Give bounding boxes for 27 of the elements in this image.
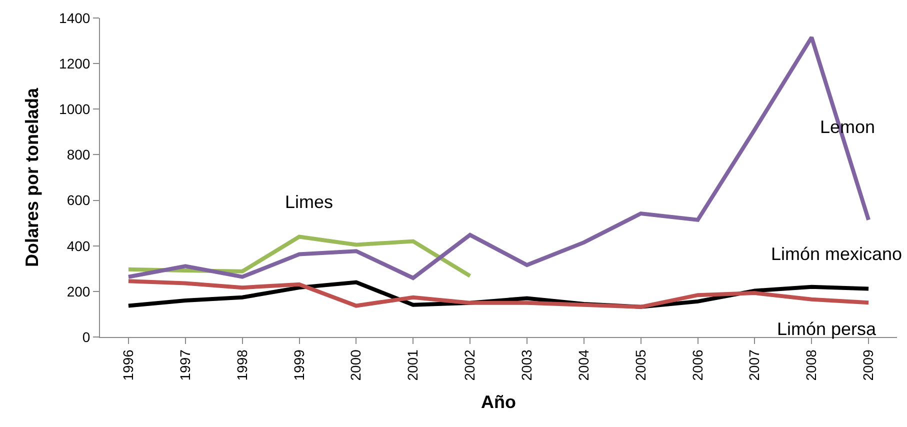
series-label: Limón mexicano: [771, 244, 902, 264]
x-tick-label: 2007: [746, 349, 762, 381]
y-tick-label: 600: [66, 192, 90, 208]
x-tick-label: 1996: [120, 349, 136, 381]
y-tick-label: 200: [66, 283, 90, 300]
x-tick-label: 2006: [689, 349, 706, 381]
series-label: Limes: [285, 192, 334, 212]
y-tick-label: 400: [66, 238, 90, 254]
x-tick-label: 2009: [860, 349, 876, 381]
x-axis-title: Año: [481, 392, 516, 412]
x-tick-label: 2000: [348, 349, 364, 381]
y-tick-label: 1200: [59, 55, 90, 72]
y-tick-label: 800: [66, 146, 90, 163]
series-label: Limón persa: [777, 319, 878, 339]
x-tick-label: 2003: [518, 349, 535, 381]
x-tick-label: 1999: [290, 349, 307, 381]
x-tick-label: 1998: [234, 349, 250, 381]
y-tick-label: 1000: [59, 101, 90, 118]
y-axis-title: Dolares por tonelada: [22, 86, 42, 268]
x-tick-label: 2008: [803, 349, 820, 381]
y-tick-label: 1400: [59, 10, 90, 26]
x-tick-label: 2001: [404, 349, 421, 381]
y-tick-label: 0: [82, 328, 90, 345]
x-tick-label: 2005: [632, 349, 648, 381]
x-tick-label: 2004: [575, 349, 592, 381]
x-tick-label: 1997: [176, 349, 193, 381]
x-tick-label: 2002: [462, 349, 478, 381]
